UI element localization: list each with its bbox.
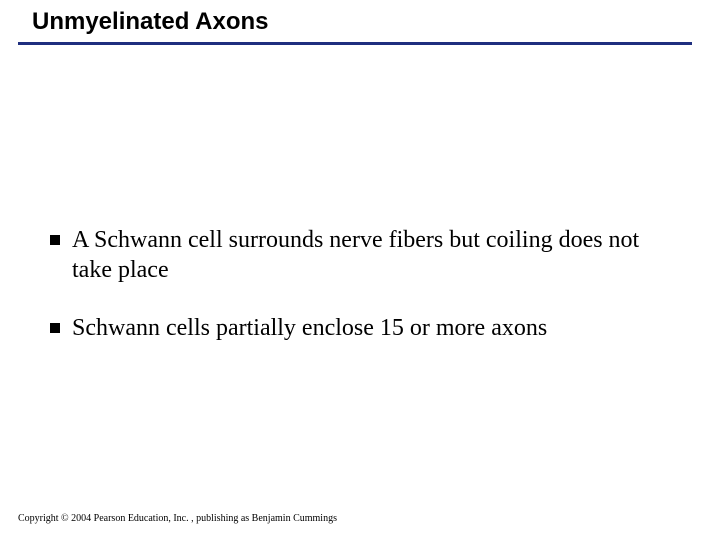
title-underline	[18, 42, 692, 45]
copyright-text: Copyright © 2004 Pearson Education, Inc.…	[18, 513, 337, 524]
list-item: Schwann cells partially enclose 15 or mo…	[50, 313, 680, 343]
list-item: A Schwann cell surrounds nerve fibers bu…	[50, 225, 680, 285]
bullet-marker	[50, 323, 60, 333]
bullet-text: Schwann cells partially enclose 15 or mo…	[72, 313, 547, 343]
bullet-marker	[50, 235, 60, 245]
slide-title: Unmyelinated Axons	[32, 8, 269, 36]
bullet-list: A Schwann cell surrounds nerve fibers bu…	[50, 225, 680, 371]
slide: Unmyelinated Axons A Schwann cell surrou…	[0, 0, 720, 540]
bullet-text: A Schwann cell surrounds nerve fibers bu…	[72, 225, 680, 285]
